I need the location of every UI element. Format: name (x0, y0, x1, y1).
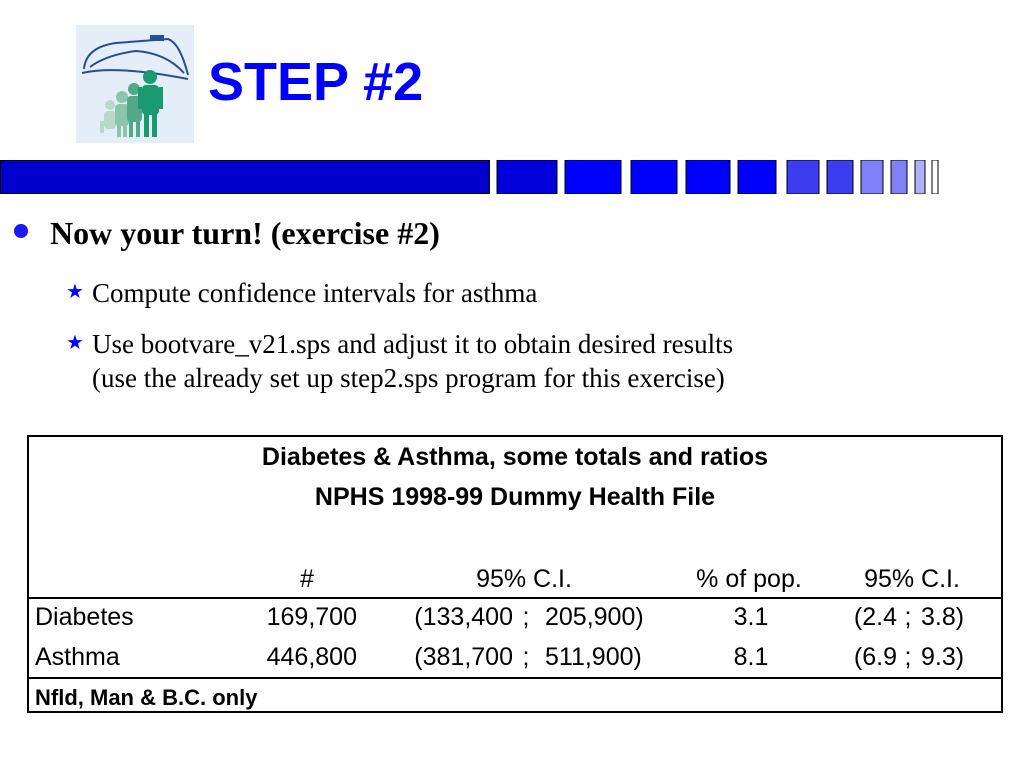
bar-segment (630, 160, 678, 194)
family-house-logo-icon (76, 25, 194, 143)
column-header: 95% C.I. (864, 565, 960, 593)
bar-segment (860, 160, 884, 194)
bar-segment (685, 160, 731, 194)
bar-segment (786, 160, 820, 194)
pct-ci-high-cell: 3.8) (921, 603, 965, 631)
ci-separator: ; (522, 643, 530, 671)
row-label: Diabetes (35, 603, 134, 631)
sub-bullet: ★ Use bootvare_v21.sps and adjust it to … (66, 327, 733, 395)
pct-ci-low-cell: (6.9 (853, 643, 897, 671)
bar-segment (890, 160, 908, 194)
ci-low-cell: (133,400 (414, 603, 513, 631)
sub-bullet-text: Compute confidence intervals for asthma (92, 278, 538, 308)
count-cell: 446,800 (266, 643, 357, 671)
bar-segment (0, 160, 490, 194)
decorative-bar-strip (0, 160, 939, 194)
bar-segment (931, 160, 939, 194)
slide-title: STEP #2 (208, 52, 424, 112)
main-bullet: Now your turn! (exercise #2) (14, 215, 440, 252)
pct-cell: 3.1 (733, 603, 769, 631)
ci-low-cell: (381,700 (414, 643, 513, 671)
table-rule (29, 677, 1001, 679)
main-bullet-text: Now your turn! (exercise #2) (50, 215, 440, 251)
column-header: % of pop. (696, 565, 802, 593)
pct-ci-high-cell: 9.3) (921, 643, 965, 671)
bar-segment (737, 160, 777, 194)
ci-separator: ; (522, 603, 530, 631)
column-header: 95% C.I. (476, 565, 572, 593)
column-header: # (300, 565, 314, 593)
sub-bullet-text: Use bootvare_v21.sps and adjust it to ob… (92, 329, 734, 359)
logo (76, 25, 194, 143)
star-bullet-icon: ★ (66, 281, 84, 303)
pct-ci-low-cell: (2.4 (853, 603, 897, 631)
bar-segment (914, 160, 926, 194)
star-bullet-icon: ★ (66, 332, 84, 354)
row-label: Asthma (35, 643, 120, 671)
ci-high-cell: 511,900) (545, 643, 642, 671)
sub-bullet-text: (use the already set up step2.sps progra… (92, 363, 725, 393)
pct-cell: 8.1 (733, 643, 769, 671)
count-cell: 169,700 (266, 603, 357, 631)
bar-segment (564, 160, 622, 194)
table-rule (29, 597, 1001, 599)
bullet-dot-icon (14, 224, 28, 238)
bar-segment (826, 160, 854, 194)
bar-segment (496, 160, 558, 194)
sub-bullet: ★ Compute confidence intervals for asthm… (66, 276, 537, 310)
table-subtitle: NPHS 1998-99 Dummy Health File (314, 483, 716, 511)
ci-separator: ; (904, 603, 912, 631)
table-footnote: Nfld, Man & B.C. only (35, 685, 258, 710)
ci-high-cell: 205,900) (545, 603, 644, 631)
ci-separator: ; (904, 643, 912, 671)
table-title: Diabetes & Asthma, some totals and ratio… (261, 443, 769, 471)
stats-table: Diabetes & Asthma, some totals and ratio… (27, 435, 1003, 713)
